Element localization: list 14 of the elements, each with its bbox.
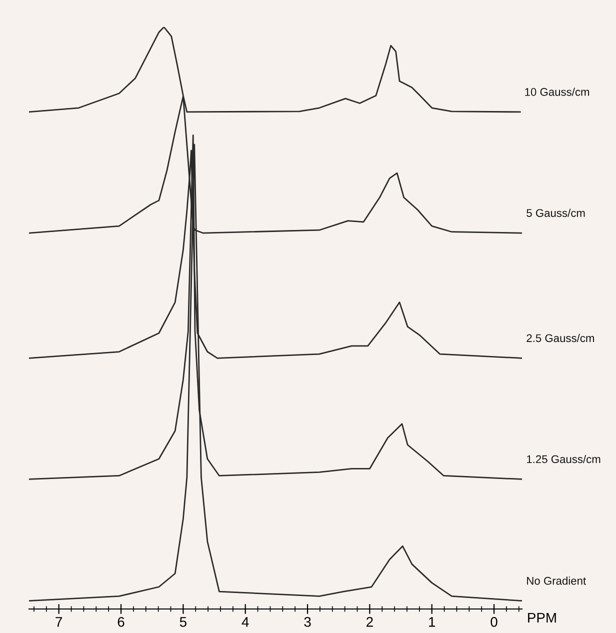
- series-label: No Gradient: [527, 576, 586, 585]
- x-tick-label: 3: [304, 617, 311, 627]
- series-label: 2.5 Gauss/cm: [526, 334, 594, 342]
- x-tick-label: 7: [56, 617, 62, 627]
- x-axis-title: PPM: [528, 613, 556, 623]
- series-label: 10 Gauss/cm: [525, 88, 590, 96]
- series-label: 5 Gauss/cm: [526, 208, 585, 217]
- series-label: 1.25 Gauss/cm: [527, 454, 600, 464]
- x-tick-label: 1: [429, 617, 436, 627]
- x-tick-label: 0: [490, 617, 498, 627]
- x-tick-label: 4: [242, 617, 249, 627]
- x-tick-label: 6: [118, 617, 124, 627]
- x-tick-label: 2: [366, 617, 373, 627]
- x-tick-label: 5: [180, 617, 186, 627]
